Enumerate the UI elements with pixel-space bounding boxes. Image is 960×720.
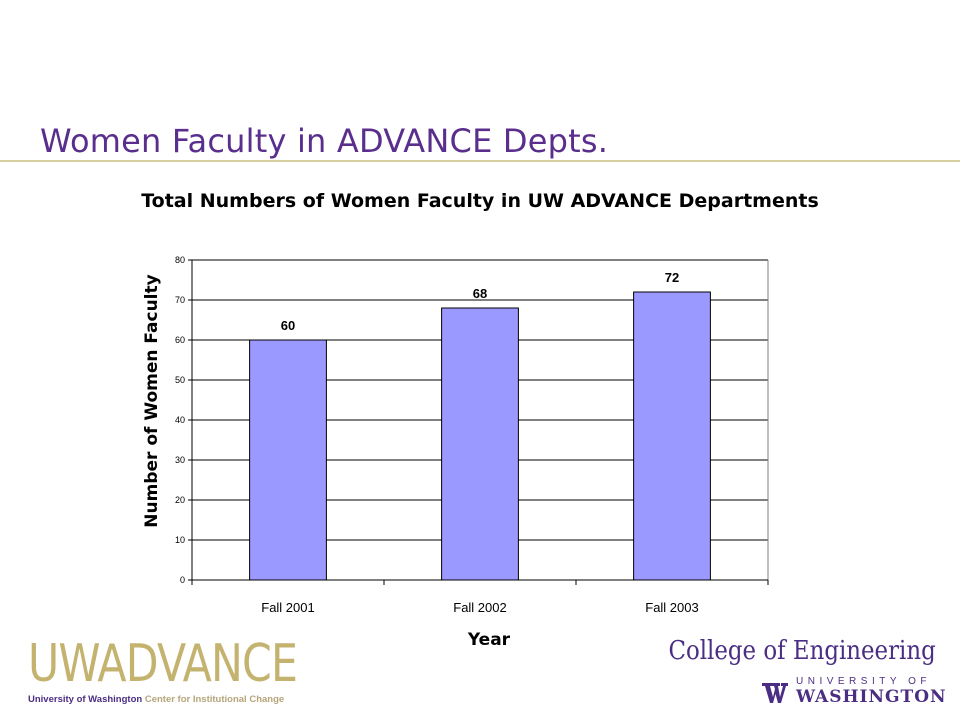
x-tick-label: Fall 2001 [261,600,314,615]
title-divider [0,160,960,162]
y-tick-label: 10 [175,535,185,545]
uw-advance-subtitle-main: University of Washington [28,694,143,705]
bar [633,291,711,581]
axes [188,259,769,585]
uw-advance-logo: UWADVANCE University of Washington Cente… [28,636,298,710]
y-tick-label: 80 [175,255,185,265]
uw-block-w-icon [762,683,788,703]
uw-wordmark: UNIVERSITY OF WASHINGTON [796,676,947,707]
college-of-engineering-logo: College of Engineering UNIVERSITY OF WAS… [669,636,947,710]
bar [441,307,519,581]
y-tick-label: 50 [175,375,185,385]
washington-label: WASHINGTON [796,687,947,707]
chart-title: Total Numbers of Women Faculty in UW ADV… [141,190,819,212]
bars [249,291,711,581]
x-tick-label: Fall 2003 [645,600,698,615]
uw-advance-subtitle: University of Washington Center for Inst… [28,694,284,705]
labels: 0 10 20 30 40 50 60 70 80 60 Fall 2001 68 Fall 2002 7… [175,255,699,615]
uw-advance-wordmark: UWADVANCE [28,634,298,694]
y-tick-label: 60 [175,335,185,345]
y-tick-label: 0 [180,575,185,585]
university-of-label: UNIVERSITY OF [796,676,931,687]
data-label: 72 [665,270,679,285]
bar [249,339,327,581]
data-label: 68 [473,286,487,301]
y-axis-title: Number of Women Faculty [142,274,162,527]
y-tick-label: 30 [175,455,185,465]
data-label: 60 [281,318,295,333]
y-tick-label: 40 [175,415,185,425]
uw-advance-subtitle-accent: Center for Institutional Change [144,694,285,705]
y-tick-label: 20 [175,495,185,505]
y-tick-label: 70 [175,295,185,305]
college-name: College of Engineering [668,636,936,666]
x-axis-title: Year [467,630,511,650]
slide-title: Women Faculty in ADVANCE Depts. [40,122,609,160]
x-tick-label: Fall 2002 [453,600,506,615]
